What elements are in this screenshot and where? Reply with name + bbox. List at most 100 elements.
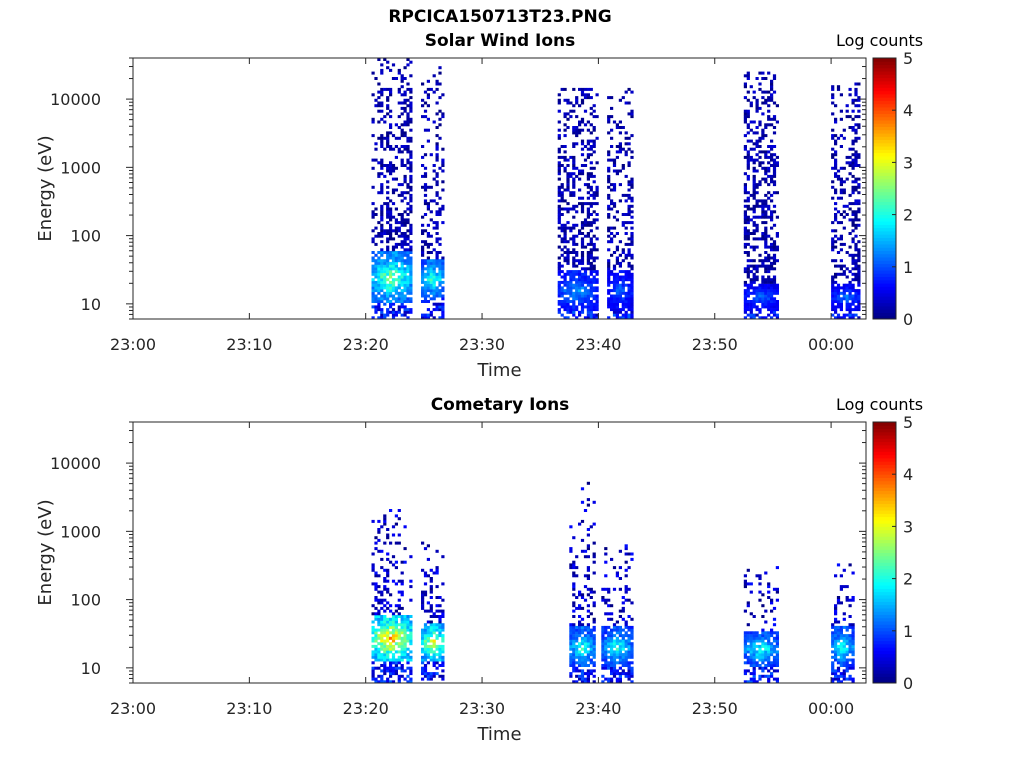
heatmap-cell xyxy=(435,628,439,632)
heatmap-cell xyxy=(583,294,588,298)
heatmap-cell xyxy=(580,308,585,312)
heatmap-cell xyxy=(423,590,428,594)
heatmap-cell xyxy=(775,161,779,165)
heatmap-cell xyxy=(572,669,576,673)
heatmap-cell xyxy=(854,177,858,181)
heatmap-cell xyxy=(423,647,428,651)
heatmap-cell xyxy=(586,153,590,157)
heatmap-cell xyxy=(831,196,835,200)
heatmap-cell xyxy=(435,259,439,263)
heatmap-cell xyxy=(589,256,593,260)
heatmap-cell xyxy=(409,150,413,154)
heatmap-cell xyxy=(630,155,634,159)
heatmap-cell xyxy=(589,270,593,274)
heatmap-cell xyxy=(775,289,779,293)
heatmap-cell xyxy=(834,188,838,192)
heatmap-cell xyxy=(563,305,567,309)
heatmap-cell xyxy=(601,634,605,638)
heatmap-cell xyxy=(380,142,384,146)
heatmap-cell xyxy=(557,147,561,151)
heatmap-cell xyxy=(435,672,439,676)
heatmap-cell xyxy=(371,272,375,276)
heatmap-cell xyxy=(438,136,442,140)
heatmap-cell xyxy=(854,98,858,102)
heatmap-cell xyxy=(839,93,843,97)
heatmap-cell xyxy=(589,612,593,616)
heatmap-cell xyxy=(374,259,378,263)
heatmap-cell xyxy=(429,270,433,274)
heatmap-cell xyxy=(380,191,384,195)
heatmap-cell xyxy=(758,674,762,678)
heatmap-cell xyxy=(772,644,777,648)
colorbar-segment xyxy=(873,441,896,446)
heatmap-cell xyxy=(589,628,593,632)
heatmap-cell xyxy=(610,677,614,681)
heatmap-cell xyxy=(770,300,774,303)
heatmap-cell xyxy=(429,280,433,284)
heatmap-cell xyxy=(389,256,393,260)
heatmap-cell xyxy=(441,674,445,678)
heatmap-cell xyxy=(409,101,413,105)
heatmap-cell xyxy=(371,270,375,274)
heatmap-cell xyxy=(592,191,596,195)
heatmap-cell xyxy=(438,213,442,216)
heatmap-cell xyxy=(432,612,436,616)
heatmap-cell xyxy=(557,289,561,293)
heatmap-cell xyxy=(423,593,428,597)
heatmap-cell xyxy=(770,174,774,178)
heatmap-cell xyxy=(586,631,590,635)
heatmap-cell xyxy=(755,106,759,110)
heatmap-cell xyxy=(767,183,771,187)
heatmap-cell xyxy=(403,308,407,312)
heatmap-cell xyxy=(758,289,762,293)
heatmap-cell xyxy=(432,297,436,301)
heatmap-cell xyxy=(391,202,396,206)
heatmap-cell xyxy=(441,302,445,306)
heatmap-cell xyxy=(406,310,410,314)
heatmap-cell xyxy=(586,174,590,178)
heatmap-cell xyxy=(383,587,387,591)
heatmap-cell xyxy=(380,267,384,271)
heatmap-cell xyxy=(592,109,596,113)
heatmap-cell xyxy=(612,161,617,165)
heatmap-cell xyxy=(391,294,396,298)
heatmap-cell xyxy=(839,680,843,684)
heatmap-cell xyxy=(429,310,433,314)
colorbar-segment xyxy=(873,643,896,648)
heatmap-cell xyxy=(386,232,390,235)
heatmap-cell xyxy=(380,308,384,312)
colorbar-segment xyxy=(873,444,896,449)
heatmap-cell xyxy=(764,300,768,303)
heatmap-cell xyxy=(831,229,835,233)
heatmap-cell xyxy=(592,242,596,246)
heatmap-cell xyxy=(586,609,590,613)
heatmap-cell xyxy=(845,677,849,681)
heatmap-cell xyxy=(586,96,590,100)
heatmap-cell xyxy=(377,628,381,632)
heatmap-cell xyxy=(851,658,855,662)
heatmap-cell xyxy=(589,204,593,208)
heatmap-cell xyxy=(612,674,617,678)
heatmap-cell xyxy=(371,185,375,189)
heatmap-cell xyxy=(772,278,777,282)
heatmap-cell xyxy=(386,196,390,200)
heatmap-cell xyxy=(394,256,398,260)
heatmap-cell xyxy=(834,625,838,629)
colorbar-segment xyxy=(873,178,896,183)
heatmap-cell xyxy=(758,316,762,320)
heatmap-cell xyxy=(394,650,398,654)
heatmap-cell xyxy=(575,628,579,632)
heatmap-cell xyxy=(836,177,841,181)
colorbar-segment xyxy=(873,139,896,144)
heatmap-cell xyxy=(624,294,628,298)
heatmap-cell xyxy=(758,639,762,643)
heatmap-cell xyxy=(563,275,567,279)
heatmap-cell xyxy=(583,87,588,91)
plot-title-solar-wind: Solar Wind Ions xyxy=(424,31,576,51)
heatmap-cell xyxy=(586,636,590,640)
heatmap-cell xyxy=(848,289,852,293)
heatmap-cell xyxy=(612,639,617,643)
heatmap-cell xyxy=(403,109,407,113)
heatmap-cell xyxy=(391,272,396,276)
heatmap-cell xyxy=(386,310,390,314)
